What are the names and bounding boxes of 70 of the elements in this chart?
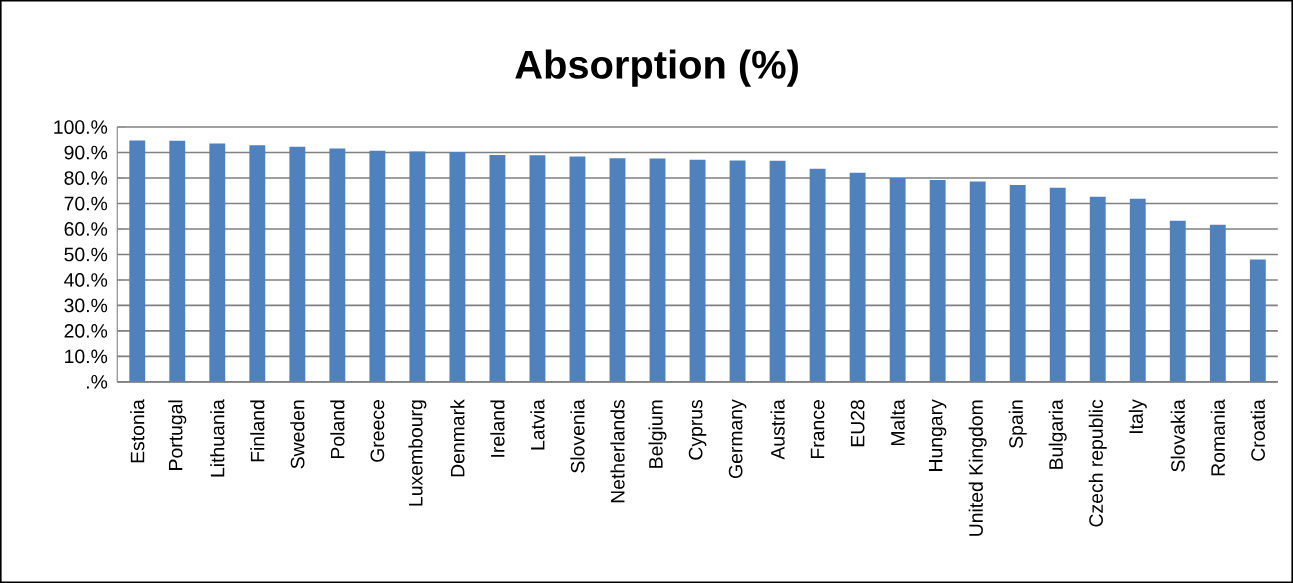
y-tick-label: 30.% <box>64 298 108 313</box>
y-tick-label: 70.% <box>64 196 108 211</box>
bar <box>449 152 466 382</box>
x-tick-label: Lithuania <box>210 399 225 477</box>
bar <box>529 155 546 382</box>
x-tick-label: Malta <box>890 399 905 446</box>
bar <box>609 158 626 382</box>
bar <box>409 151 426 382</box>
bar <box>1249 259 1266 382</box>
bar <box>1089 196 1106 382</box>
bar <box>649 158 666 382</box>
x-tick-label: Poland <box>330 400 345 459</box>
y-tick-label: 40.% <box>64 273 108 287</box>
bar <box>729 160 746 382</box>
x-tick-label: Denmark <box>450 399 465 477</box>
x-tick-label: Netherlands <box>610 399 625 503</box>
bar <box>249 145 266 382</box>
y-tick-label: 80.% <box>64 171 108 185</box>
bar <box>489 155 506 382</box>
chart-title: Absorption (%) <box>515 49 798 87</box>
bar <box>1169 220 1186 382</box>
x-tick-label: Slovenia <box>570 399 585 473</box>
bar <box>1009 184 1026 382</box>
bar <box>889 178 906 382</box>
x-tick-label: Spain <box>1008 400 1027 448</box>
bar <box>329 148 346 382</box>
x-tick-label: Belgium <box>648 400 667 468</box>
x-tick-label: Czech republic <box>1088 399 1107 527</box>
bar <box>929 180 946 382</box>
y-tick-label: 90.% <box>64 145 108 160</box>
y-tick-label: .% <box>86 375 108 389</box>
x-tick-label: Ireland <box>490 400 505 457</box>
bar <box>1209 224 1226 382</box>
bar <box>769 160 786 382</box>
x-tick-label: Bulgaria <box>1048 399 1067 469</box>
x-tick-label: Luxembourg <box>408 400 427 506</box>
y-tick-label: 20.% <box>64 324 108 338</box>
y-tick-label: 50.% <box>64 247 108 262</box>
x-tick-label: Sweden <box>290 400 305 469</box>
x-tick-label: Cyprus <box>688 399 707 460</box>
x-tick-label: Italy <box>1128 399 1147 433</box>
bar <box>1049 187 1066 382</box>
bar <box>129 140 146 382</box>
bar <box>689 159 706 382</box>
x-tick-label: France <box>810 400 825 459</box>
bar <box>369 150 386 382</box>
y-tick-label: 10.% <box>65 349 108 364</box>
x-tick-label: EU28 <box>850 400 865 447</box>
x-tick-label: Germany <box>728 399 747 479</box>
x-tick-label: Hungary <box>928 399 947 471</box>
bar <box>1129 198 1146 382</box>
bar <box>569 156 586 382</box>
x-tick-label: Romania <box>1210 399 1225 476</box>
x-tick-label: Estonia <box>130 399 145 463</box>
bar <box>809 168 826 382</box>
bar <box>849 172 866 382</box>
bar <box>169 140 186 382</box>
x-tick-label: Austria <box>770 399 785 460</box>
x-tick-label: Slovakia <box>1170 399 1185 472</box>
bar <box>289 146 306 382</box>
bar <box>969 181 986 382</box>
x-tick-label: Finland <box>250 400 265 462</box>
y-tick-label: 100.% <box>54 120 108 134</box>
x-tick-label: Portugal <box>168 400 187 470</box>
x-tick-label: Croatia <box>1250 399 1265 461</box>
bar <box>209 143 226 382</box>
x-tick-label: Greece <box>370 400 385 462</box>
x-tick-label: Latvia <box>530 399 545 450</box>
y-tick-label: 60.% <box>64 222 108 236</box>
x-tick-label: United Kingdom <box>968 400 987 536</box>
